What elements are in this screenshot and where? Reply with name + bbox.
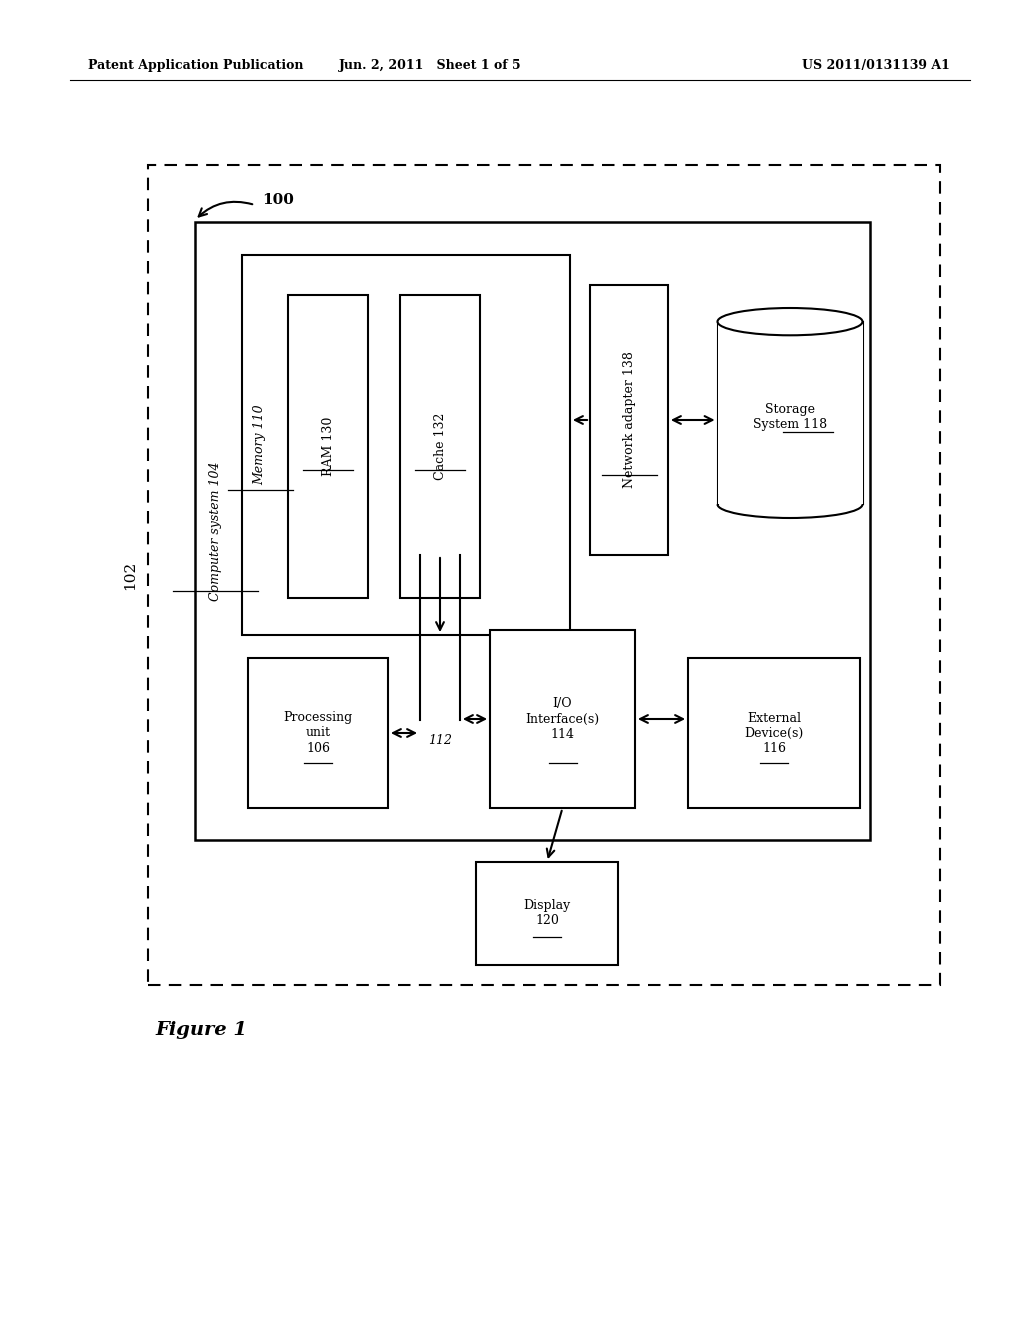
Bar xyxy=(688,657,860,808)
Text: 100: 100 xyxy=(262,193,294,207)
Text: Display
120: Display 120 xyxy=(523,899,570,928)
Text: RAM 130: RAM 130 xyxy=(322,417,335,477)
Text: US 2011/0131139 A1: US 2011/0131139 A1 xyxy=(802,58,950,71)
Bar xyxy=(490,630,635,808)
Text: Figure 1: Figure 1 xyxy=(155,1020,247,1039)
Text: 102: 102 xyxy=(123,561,137,590)
Text: Processing
unit
106: Processing unit 106 xyxy=(284,711,352,755)
Text: Cache 132: Cache 132 xyxy=(433,413,446,480)
Bar xyxy=(195,222,870,840)
Text: I/O
Interface(s)
114: I/O Interface(s) 114 xyxy=(525,697,600,741)
Bar xyxy=(400,294,480,598)
Bar xyxy=(718,322,862,504)
Text: 112: 112 xyxy=(428,734,452,747)
Bar xyxy=(248,657,388,808)
Bar xyxy=(288,294,368,598)
Text: Jun. 2, 2011   Sheet 1 of 5: Jun. 2, 2011 Sheet 1 of 5 xyxy=(339,58,521,71)
Text: Network adapter 138: Network adapter 138 xyxy=(623,351,636,488)
Text: Patent Application Publication: Patent Application Publication xyxy=(88,58,303,71)
Bar xyxy=(476,862,618,965)
Text: External
Device(s)
116: External Device(s) 116 xyxy=(744,711,804,755)
Bar xyxy=(242,255,570,635)
Text: Storage
System 118: Storage System 118 xyxy=(753,403,827,432)
Bar xyxy=(148,165,940,985)
Text: Memory 110: Memory 110 xyxy=(254,405,266,486)
Text: Computer system 104: Computer system 104 xyxy=(209,461,221,601)
Ellipse shape xyxy=(718,308,862,335)
Bar xyxy=(590,285,668,554)
